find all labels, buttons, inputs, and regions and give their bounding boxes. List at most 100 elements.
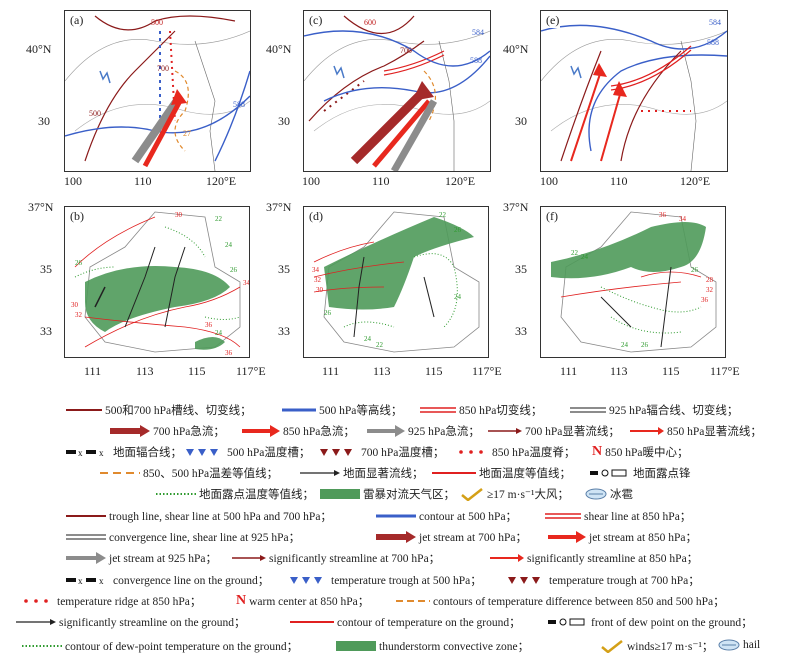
legend-en-jet700-text: jet stream at 700 hPa； (419, 532, 527, 544)
legend-contour: 500 hPa等高线； (282, 402, 402, 418)
lon-120-c: 120°E (445, 174, 476, 188)
hail-icon (585, 488, 607, 500)
legend-en-row-7: contour of dew-point temperature on the … (0, 636, 791, 656)
streamline-700-icon (232, 555, 266, 561)
lon-120-a: 120°E (206, 174, 237, 188)
legend-dewfront: 地面露点锋 (590, 465, 691, 481)
legend-cn-jet700-text: 700 hPa急流； (153, 426, 225, 438)
legend-en-dewfront-text: front of dew point on the ground； (591, 617, 753, 629)
wind-barb-icon (461, 488, 483, 501)
ground-temp-line-icon (290, 621, 334, 623)
panel-label-a: (a) (69, 13, 85, 28)
legend-jet700: 700 hPa急流； (110, 423, 225, 439)
legend-en-conv925-text: convergence line, shear line at 925 hPa； (109, 532, 301, 544)
legend-en-shear850-text: shear line at 850 hPa； (584, 511, 692, 523)
legend-en-storm: thunderstorm convective zone； (336, 638, 529, 654)
legend-en-tempdiff-text: contours of temperature difference betwe… (433, 596, 725, 608)
legend-en-hail-text: hail (743, 639, 761, 651)
legend-cn-conv925-text: 925 hPa辐合线、切变线； (609, 405, 739, 417)
legend-en-conv925: convergence line, shear line at 925 hPa； (66, 529, 300, 545)
legend-cn-contour-text: 500 hPa等高线； (319, 405, 403, 417)
legend-cn-ttrough500-text: 500 hPa温度槽； (227, 447, 311, 459)
temp-diff-dash-icon (396, 600, 430, 602)
legend-storm: 雷暴对流天气区； (320, 486, 455, 502)
legend-shear850: 850 hPa切变线； (420, 402, 542, 418)
map-panel-a: 500 700 588 500 27 (a) (64, 10, 251, 172)
hail-icon (718, 639, 740, 651)
lon-111-f: 111 (560, 364, 578, 378)
legend-cn-tempground-text: 地面温度等值线； (479, 468, 571, 480)
legend-en-stream700-text: significantly streamline at 700 hPa； (269, 553, 441, 565)
temp-trough-700-icon (508, 577, 540, 584)
jet-850-arrow-icon (548, 531, 586, 543)
legend-en-trough: trough line, shear line at 500 hPa and 7… (66, 508, 332, 524)
map-f-label-24b: 24 (621, 341, 629, 349)
jet-925-arrow-icon (66, 552, 106, 564)
map-d-label-26b: 26 (324, 309, 332, 317)
legend-en-stream850: significantly streamline at 850 hPa； (490, 550, 698, 566)
lon-115-b: 115 (188, 364, 206, 378)
map-d-label-24: 24 (454, 293, 462, 301)
map-f-label-22: 22 (571, 249, 579, 257)
legend-hail: 冰雹 (585, 486, 633, 502)
legend-en-tridge850-text: temperature ridge at 850 hPa； (57, 596, 202, 608)
legend-cn-streamground-text: 地面显著流线； (343, 468, 424, 480)
map-f-label-26b: 26 (641, 341, 649, 349)
lat-40-c: 40°N (266, 42, 292, 56)
contour-line-icon (376, 514, 416, 518)
ground-streamline-icon (16, 619, 56, 625)
map-c-label-588: 588 (470, 56, 482, 65)
map-c-svg: 600 700 584 588 (304, 15, 490, 171)
svg-text:x: x (99, 576, 104, 585)
legend-stream850: 850 hPa显著流线； (630, 423, 762, 439)
legend-dew: 地面露点温度等值线； (156, 486, 314, 502)
lon-117-b: 117°E (236, 364, 266, 378)
map-b-label-24: 24 (225, 241, 233, 249)
legend-en-stream700: significantly streamline at 700 hPa； (232, 550, 440, 566)
legend-jet925: 925 hPa急流； (367, 423, 480, 439)
legend-cn-warmcenter-text: 850 hPa暖中心； (605, 447, 689, 459)
temp-diff-dash-icon (100, 472, 140, 474)
legend-cn-tridge850-text: 850 hPa温度脊； (492, 447, 576, 459)
map-b-label-26: 26 (230, 266, 238, 274)
legend-cn-row-1: 500和700 hPa槽线、切变线； 500 hPa等高线； 850 hPa切变… (0, 400, 791, 420)
lat-35-b: 35 (40, 262, 52, 276)
map-a-label-500b: 500 (89, 109, 101, 118)
legend-en-streamground: significantly streamline on the ground； (16, 614, 246, 630)
lon-113-b: 113 (136, 364, 154, 378)
legend-en-dew: contour of dew-point temperature on the … (22, 638, 298, 654)
legend-cn-stream700-text: 700 hPa显著流线； (525, 426, 620, 438)
legend-en-wind: winds≥17 m·s⁻¹； (600, 638, 713, 654)
shear-850-icon (545, 513, 581, 519)
lon-111-d: 111 (322, 364, 340, 378)
legend-en-ttrough700: temperature trough at 700 hPa； (506, 572, 700, 588)
map-b-label-30: 30 (175, 211, 183, 219)
lon-110-c: 110 (372, 174, 390, 188)
lon-117-f: 117°E (710, 364, 740, 378)
legend-en-row-2: convergence line, shear line at 925 hPa；… (0, 527, 791, 547)
map-d-svg: 22 26 34 32 30 26 24 24 22 (312, 211, 480, 353)
lon-110-e: 110 (610, 174, 628, 188)
map-b-label-26b: 26 (75, 259, 83, 267)
legend-stream700: 700 hPa显著流线； (488, 423, 620, 439)
storm-zone-swatch-icon (336, 641, 376, 651)
panel-label-b: (b) (69, 209, 85, 224)
legend-cn-dewfront-text: 地面露点锋 (633, 468, 691, 480)
jet-850-arrow-icon (242, 425, 280, 437)
map-b-label-30b: 30 (71, 301, 79, 309)
legend-cn-tempdiff-text: 850、500 hPa温差等值线； (143, 468, 279, 480)
legend-en-streamground-text: significantly streamline on the ground； (59, 617, 246, 629)
lon-115-f: 115 (662, 364, 680, 378)
legend-en-dew-text: contour of dew-point temperature on the … (65, 641, 299, 653)
lat-35-d: 35 (278, 262, 290, 276)
panel-label-d: (d) (308, 209, 324, 224)
panel-label-e: (e) (545, 13, 561, 28)
legend-cn-dew-text: 地面露点温度等值线； (199, 489, 314, 501)
contour-line-icon (282, 408, 316, 412)
legend-en-ttrough500: temperature trough at 500 hPa； (288, 572, 482, 588)
legend-cn-wind-text: ≥17 m·s⁻¹大风； (487, 489, 569, 501)
legend-cn-trough-text: 500和700 hPa槽线、切变线； (105, 405, 252, 417)
trough-line-icon (66, 409, 102, 411)
temp-trough-500-icon (186, 449, 218, 456)
legend-en-tempdiff: contours of temperature difference betwe… (396, 593, 725, 609)
